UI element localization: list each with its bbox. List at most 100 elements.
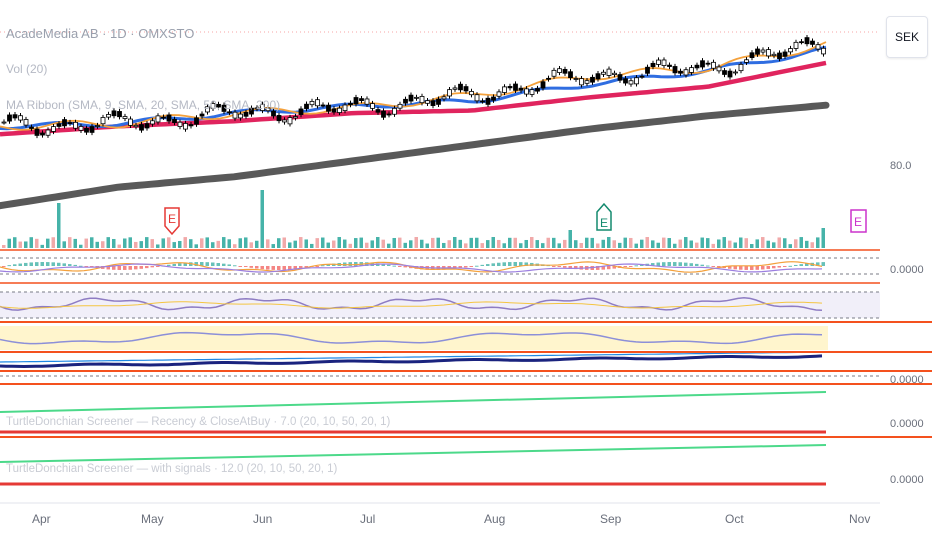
turtle-signals-legend[interactable]: TurtleDonchian Screener — with signals ·…	[6, 463, 338, 475]
candle-body	[183, 123, 188, 130]
histogram-bar	[612, 266, 616, 269]
candle-body	[722, 70, 727, 75]
histogram-bar	[651, 263, 655, 266]
histogram-bar	[673, 262, 677, 266]
candle-body	[238, 113, 243, 119]
candle-body	[216, 103, 221, 108]
volume-bar	[409, 240, 413, 248]
candle-body	[557, 68, 562, 73]
candle-body	[73, 121, 78, 129]
candle-body	[738, 63, 744, 72]
candle-body	[766, 49, 771, 57]
volume-bar	[453, 237, 457, 248]
histogram-bar	[150, 266, 154, 268]
volume-bar	[810, 242, 814, 248]
pane3-zero-label: 0.0000	[890, 374, 924, 386]
volume-bar	[629, 237, 633, 248]
volume-bar	[337, 237, 341, 248]
volume-bar	[651, 240, 655, 248]
candle-body	[40, 132, 45, 136]
candle-body	[353, 97, 359, 105]
candle-body	[106, 114, 111, 118]
symbol-title[interactable]: AcadeMedia AB · 1D · OMXSTO	[6, 26, 195, 41]
candle-body	[348, 102, 353, 106]
candle-body	[815, 44, 821, 50]
candle-body	[386, 113, 392, 116]
histogram-bar	[667, 262, 671, 266]
histogram-bar	[574, 266, 578, 270]
volume-bar	[519, 243, 523, 248]
volume-bar	[299, 237, 303, 248]
volume-bar	[326, 242, 330, 248]
candle-body	[612, 72, 617, 75]
candle-body	[78, 126, 84, 131]
candle-body	[458, 83, 463, 91]
oscillator-pane-3	[0, 326, 932, 385]
volume-bar	[7, 238, 11, 248]
volume-bar	[711, 243, 715, 248]
histogram-bar	[398, 266, 402, 267]
histogram-bar	[821, 262, 825, 266]
candle-body	[298, 108, 304, 115]
candle-body	[452, 87, 458, 90]
candle-body	[221, 104, 227, 112]
histogram-bar	[62, 263, 66, 266]
volume-bar	[601, 239, 605, 248]
candle-body	[7, 114, 12, 122]
candle-body	[546, 77, 551, 80]
histogram-bar	[238, 266, 242, 267]
volume-bar	[84, 238, 88, 248]
histogram-bar	[689, 263, 693, 266]
volume-bar	[541, 243, 545, 248]
histogram-bar	[557, 266, 561, 267]
volume-bar	[13, 237, 17, 248]
volume-bar	[205, 237, 209, 248]
histogram-bar	[277, 266, 281, 270]
histogram-bar	[282, 266, 286, 270]
x-tick-jun: Jun	[253, 512, 273, 526]
volume-bar	[123, 238, 127, 248]
volume-bar	[370, 240, 374, 248]
volume-bar	[18, 241, 22, 248]
candle-body	[111, 110, 117, 117]
histogram-bar	[739, 266, 743, 270]
candle-body	[100, 117, 106, 125]
volume-bar	[612, 240, 616, 248]
histogram-bar	[348, 262, 352, 266]
candle-body	[276, 115, 282, 122]
x-tick-oct: Oct	[725, 512, 744, 526]
volume-bar	[381, 239, 385, 248]
volume-bar	[117, 244, 121, 248]
histogram-bar	[51, 262, 55, 266]
candle-body	[617, 74, 623, 81]
histogram-bar	[717, 266, 721, 268]
volume-bar	[750, 244, 754, 248]
turtle-recency-legend[interactable]: TurtleDonchian Screener — Recency & Clos…	[6, 416, 391, 428]
candle-body	[584, 80, 590, 84]
volume-bar	[200, 238, 204, 248]
candle-body	[408, 94, 414, 102]
candle-body	[667, 64, 672, 67]
currency-button[interactable]: SEK	[886, 16, 928, 58]
volume-bar	[733, 242, 737, 248]
earnings-marker-2[interactable]: E	[596, 202, 612, 231]
histogram-bar	[167, 264, 171, 266]
candle-body	[161, 116, 166, 119]
candle-body	[243, 112, 249, 117]
earnings-marker-1[interactable]: E	[164, 207, 180, 236]
volume-bar	[607, 237, 611, 248]
candle-body	[568, 71, 573, 79]
volume-bar	[112, 238, 116, 248]
volume-histogram	[2, 190, 825, 248]
volume-legend[interactable]: Vol (20)	[6, 62, 48, 76]
earnings-marker-3[interactable]: E	[850, 209, 867, 233]
histogram-bar	[777, 266, 781, 268]
candle-body	[744, 59, 749, 63]
candle-body	[799, 41, 804, 44]
volume-bar	[145, 237, 149, 248]
volume-bar	[634, 243, 638, 248]
volume-bar	[178, 240, 182, 248]
histogram-bar	[596, 266, 600, 270]
ma-ribbon-legend[interactable]: MA Ribbon (SMA, 9, SMA, 20, SMA, 50, SMA…	[6, 98, 281, 112]
volume-bar	[579, 243, 583, 248]
